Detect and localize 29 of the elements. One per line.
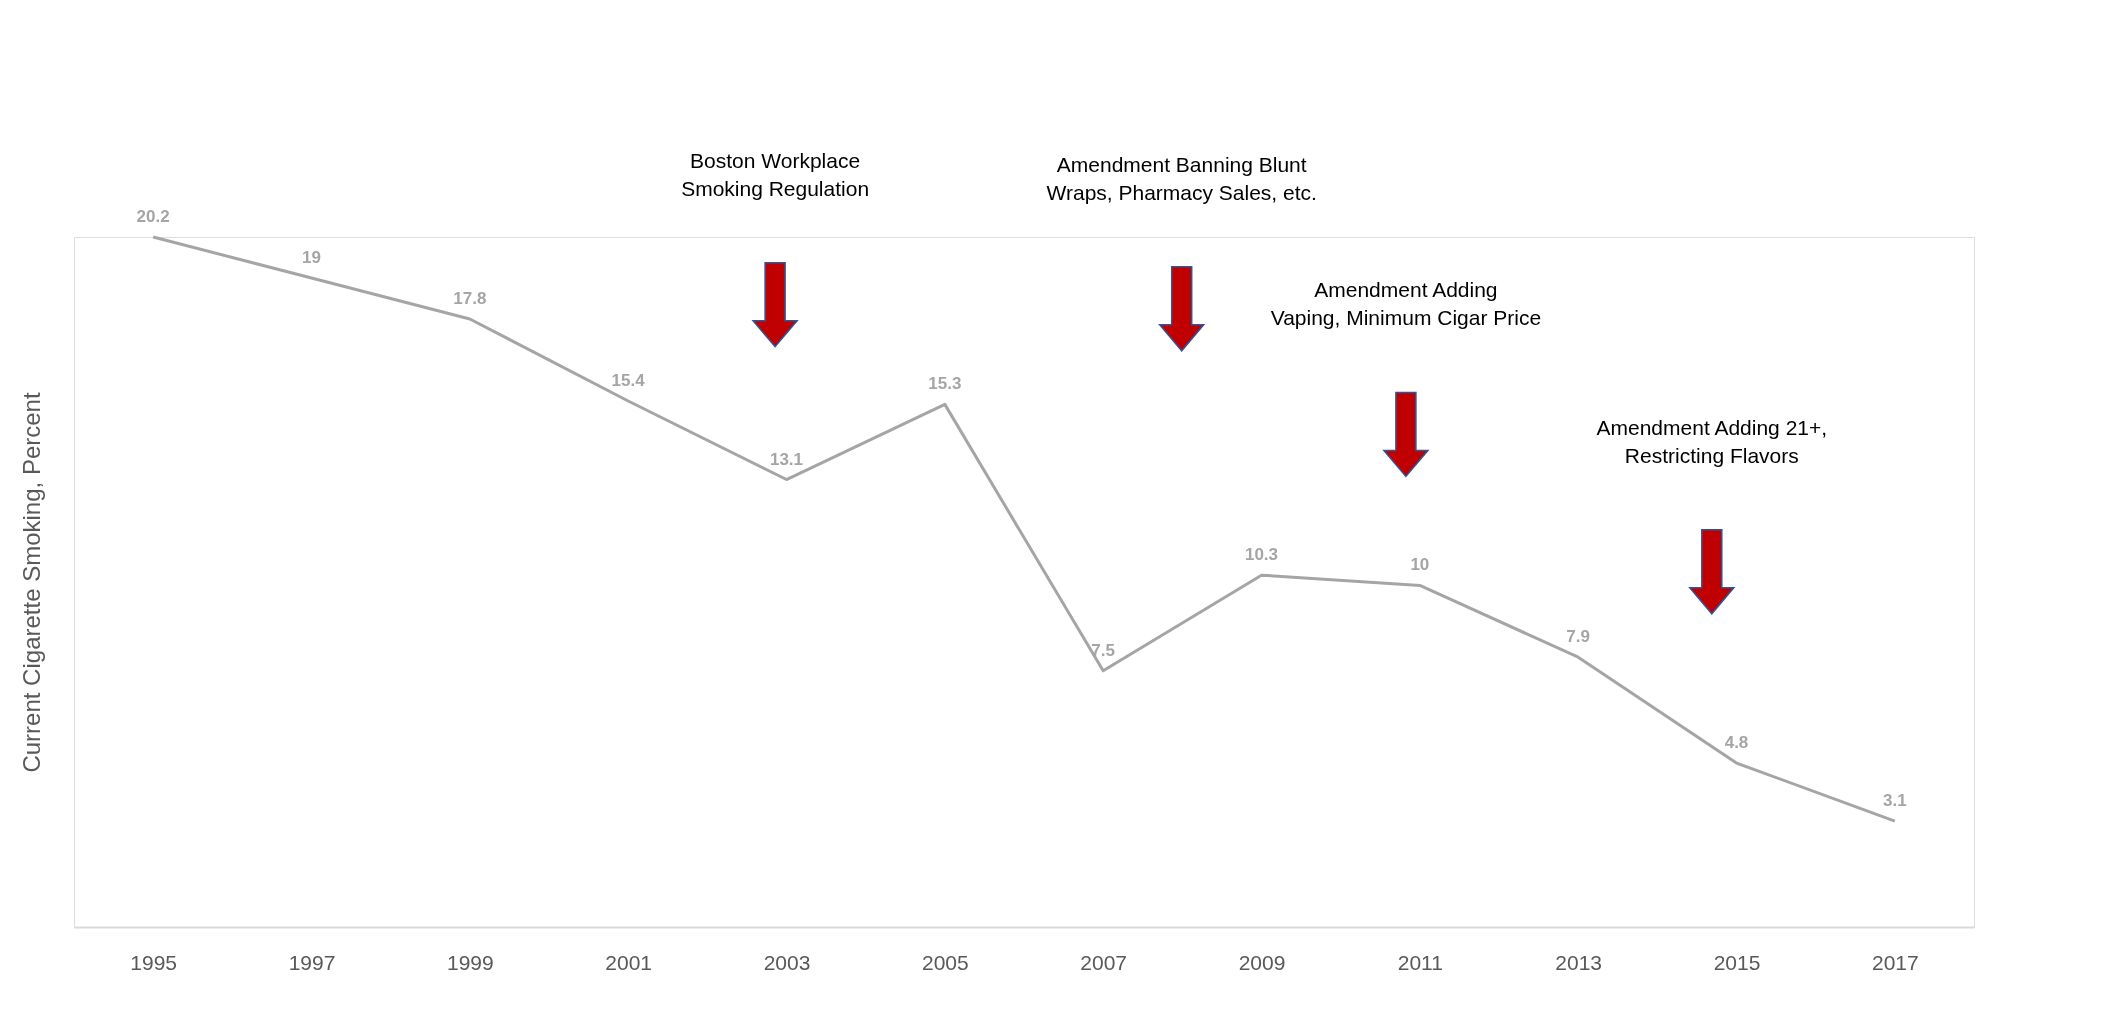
data-label: 17.8 (453, 288, 487, 308)
text: Boston Workplace Smoking Regulation (681, 148, 870, 200)
data-label: 15.4 (611, 370, 646, 390)
data-label: 20.2 (136, 207, 170, 226)
x-tick-label: 2009 (1238, 950, 1286, 974)
x-tick-label: 2005 (921, 950, 969, 974)
text: Amendment Banning Blunt Wraps, Pharmacy Sales, etc. (1046, 152, 1317, 204)
y-axis-title: Current Cigarette Smoking, Percent (17, 392, 45, 773)
x-tick-label: 2013 (1555, 950, 1603, 974)
annotation: Amendment Adding 21+, Restricting Flavors (1596, 415, 1828, 467)
data-label: 3.1 (1883, 791, 1907, 811)
x-tick-label: 2001 (605, 950, 653, 974)
data-label: 15.3 (928, 374, 962, 394)
x-tick-label: 2011 (1397, 950, 1443, 974)
x-tick-label: 2015 (1713, 950, 1761, 974)
data-label: 13.1 (769, 449, 804, 469)
x-tick-label: 1999 (446, 950, 494, 974)
x-tick-label: 2017 (1871, 950, 1919, 974)
data-label: 7.9 (1566, 627, 1590, 647)
x-tick-label: 2003 (763, 950, 811, 974)
data-label: 4.8 (1724, 733, 1749, 753)
data-label: 10 (1410, 555, 1430, 575)
data-label: 19 (302, 247, 321, 267)
x-tick-label: 1995 (130, 950, 178, 974)
annotation: Amendment Adding Vaping, Minimum Cigar Price (1270, 278, 1542, 330)
x-tick-label: 2007 (1080, 950, 1128, 974)
data-label: 7.5 (1091, 640, 1115, 660)
x-tick-label: 1997 (288, 950, 336, 974)
data-label: 10.3 (1244, 545, 1279, 565)
